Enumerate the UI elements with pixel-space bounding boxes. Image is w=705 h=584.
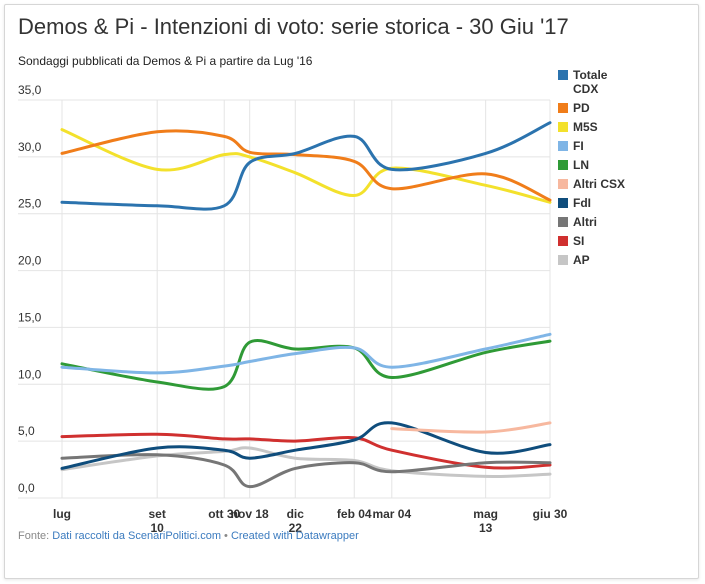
legend-swatch <box>558 255 568 265</box>
legend-item-altri-csx: Altri CSX <box>558 177 635 191</box>
legend-swatch <box>558 236 568 246</box>
legend-swatch <box>558 179 568 189</box>
y-tick-label: 0,0 <box>18 481 35 495</box>
legend-label: FdI <box>573 196 591 210</box>
x-tick-sublabel: 10 <box>151 521 165 535</box>
series-line-totale-cdx <box>60 121 552 211</box>
x-tick-label: dic <box>287 507 305 521</box>
x-tick-sublabel: 13 <box>479 521 493 535</box>
legend-item-fdi: FdI <box>558 196 635 210</box>
footer-separator: • <box>220 530 231 542</box>
legend-label: SI <box>573 234 585 248</box>
x-tick-label: mar 04 <box>372 507 411 521</box>
legend-label: LN <box>573 158 589 172</box>
y-tick-label: 25,0 <box>18 197 42 211</box>
legend-item-totale-cdx: Totale CDX <box>558 68 635 96</box>
series-line-altri-csx <box>390 421 552 434</box>
x-tick-label: feb 04 <box>337 507 372 521</box>
legend-item-fi: FI <box>558 139 635 153</box>
source-link[interactable]: Dati raccolti da ScenariPolitici.com <box>52 530 221 542</box>
legend-swatch <box>558 198 568 208</box>
series-line-m5s <box>60 128 552 204</box>
y-axis-ticks: 0,0 5,0 10,0 15,0 20,0 25,0 30,0 35,0 <box>18 83 42 495</box>
x-tick-label: mag <box>473 507 498 521</box>
grid-lines <box>18 99 551 499</box>
legend-item-pd: PD <box>558 101 635 115</box>
legend-swatch <box>558 217 568 227</box>
y-tick-label: 35,0 <box>18 83 42 97</box>
series-line-fi <box>60 332 552 375</box>
x-tick-label: nov 18 <box>231 507 269 521</box>
legend-item-m5s: M5S <box>558 120 635 134</box>
series-line-altri <box>60 453 552 489</box>
legend-label: Altri CSX <box>573 177 626 191</box>
x-tick-label: ott 30 <box>208 507 240 521</box>
legend: Totale CDX PD M5S FI LN Altri CSX FdI Altri SI AP <box>558 68 635 272</box>
y-tick-label: 10,0 <box>18 367 42 381</box>
legend-item-ln: LN <box>558 158 635 172</box>
series-lines <box>60 121 552 489</box>
legend-swatch <box>558 141 568 151</box>
legend-swatch <box>558 70 568 80</box>
x-tick-sublabel: 22 <box>289 521 303 535</box>
chart-subtitle: Sondaggi pubblicati da Demos & Pi a part… <box>18 54 313 68</box>
legend-swatch <box>558 160 568 170</box>
series-line-ln <box>60 339 552 391</box>
chart-title: Demos & Pi - Intenzioni di voto: serie s… <box>18 14 569 39</box>
x-tick-label: giu 30 <box>533 507 568 521</box>
x-tick-label: lug <box>53 507 71 521</box>
legend-item-si: SI <box>558 234 635 248</box>
y-tick-label: 30,0 <box>18 140 42 154</box>
chart-footer: Fonte: Dati raccolti da ScenariPolitici.… <box>18 530 359 542</box>
legend-label: PD <box>573 101 590 115</box>
series-line-fdi <box>60 421 552 470</box>
x-tick-label: set <box>149 507 166 521</box>
legend-swatch <box>558 122 568 132</box>
legend-label: M5S <box>573 120 598 134</box>
legend-label: Totale CDX <box>573 68 608 96</box>
y-tick-label: 20,0 <box>18 254 42 268</box>
y-tick-label: 15,0 <box>18 310 42 324</box>
legend-item-altri: Altri <box>558 215 635 229</box>
series-line-pd <box>60 129 552 202</box>
y-tick-label: 5,0 <box>18 424 35 438</box>
footer-prefix: Fonte: <box>18 530 53 542</box>
legend-label: Altri <box>573 215 597 229</box>
legend-item-ap: AP <box>558 253 635 267</box>
legend-label: FI <box>573 139 584 153</box>
datawrapper-link[interactable]: Created with Datawrapper <box>230 530 359 542</box>
legend-swatch <box>558 103 568 113</box>
legend-label: AP <box>573 253 590 267</box>
